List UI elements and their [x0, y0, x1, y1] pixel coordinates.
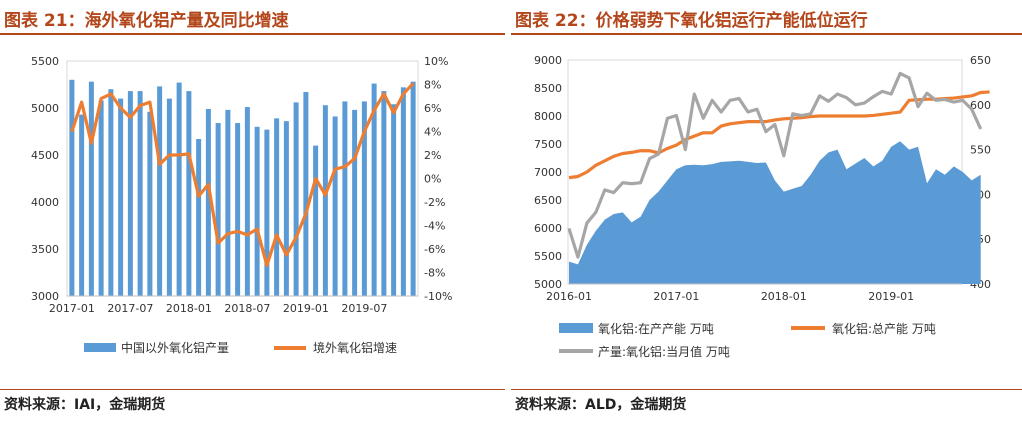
- legend-label: 产量:氧化铝:当月值 万吨: [598, 344, 730, 359]
- bar: [108, 89, 114, 296]
- x-tick-label: 2018-01: [166, 302, 212, 315]
- source-note: 资料来源：ALD，金瑞期货: [515, 397, 687, 413]
- bar: [264, 129, 270, 296]
- bar: [361, 101, 367, 296]
- bar: [313, 145, 319, 296]
- y-right-tick-label: -10%: [424, 290, 452, 303]
- bar: [98, 100, 104, 296]
- x-tick-label: 2017-01: [653, 290, 699, 303]
- y-right-tick-label: 8%: [424, 79, 441, 92]
- bar: [352, 109, 358, 296]
- y-right-tick-label: 550: [970, 144, 991, 157]
- capacity-area: [569, 141, 981, 284]
- bar: [88, 81, 94, 297]
- y-right-tick-label: 6%: [424, 102, 441, 115]
- bar: [410, 81, 416, 297]
- chart-22-plot: 5000550060006500700075008000850090004004…: [534, 54, 991, 359]
- y-left-tick-label: 8000: [534, 110, 562, 123]
- bar: [400, 87, 406, 296]
- legend-label: 氧化铝:在产产能 万吨: [598, 321, 714, 336]
- bar: [186, 91, 192, 296]
- y-right-tick-label: -8%: [424, 267, 445, 280]
- y-left-tick-label: 4000: [31, 196, 59, 209]
- y-right-tick-label: 650: [970, 54, 991, 67]
- x-tick-label: 2019-07: [341, 302, 387, 315]
- bar: [79, 114, 85, 296]
- y-right-tick-label: 4%: [424, 126, 441, 139]
- y-left-tick-label: 6500: [534, 194, 562, 207]
- monthly-output-line: [567, 71, 983, 259]
- x-tick-label: 2018-07: [224, 302, 270, 315]
- y-left-tick-label: 9000: [534, 54, 562, 67]
- source-note: 资料来源：IAI，金瑞期货: [4, 397, 166, 413]
- growth-line: [70, 82, 415, 268]
- y-left-tick-label: 3500: [31, 243, 59, 256]
- y-left-tick-label: 5000: [31, 102, 59, 115]
- bar: [244, 107, 250, 296]
- y-left-tick-label: 7500: [534, 138, 562, 151]
- bar: [303, 92, 309, 296]
- x-tick-label: 2019-01: [868, 290, 914, 303]
- y-right-tick-label: 10%: [424, 55, 448, 68]
- bar: [274, 118, 280, 296]
- bar: [332, 116, 338, 297]
- title-divider: [0, 33, 505, 35]
- bar: [147, 111, 153, 296]
- y-right-tick-label: -2%: [424, 196, 445, 209]
- bar: [371, 83, 377, 296]
- chart-panel-right: 图表 22：价格弱势下氧化铝运行产能低位运行 5000 5500 6000 6500 7…: [511, 0, 1022, 415]
- y-left-tick-label: 6000: [534, 222, 562, 235]
- bar: [127, 91, 133, 296]
- chart-21-plot: 3000 3500 4000 4500 5000 5500 -10% -8% -6% -4% -2%…: [31, 55, 452, 355]
- chart-panel-left: 图表 21：海外氧化铝产量及同比增速 3000 3500 4000 4500 5000 5…: [0, 0, 505, 415]
- y-right-tick-label: 600: [970, 99, 991, 112]
- bar: [283, 121, 289, 296]
- y-left-tick-label: 5500: [534, 250, 562, 263]
- bar: [322, 105, 328, 297]
- legend-label: 境外氧化铝增速: [313, 340, 397, 355]
- x-tick-label: 2018-01: [761, 290, 807, 303]
- bar: [381, 91, 387, 296]
- bar: [215, 123, 221, 296]
- bar: [225, 109, 231, 296]
- bar: [137, 91, 143, 296]
- y-left-tick-label: 8500: [534, 82, 562, 95]
- legend-swatch-bar: [84, 343, 116, 352]
- y-right-tick-label: 0%: [424, 173, 441, 186]
- bar: [176, 82, 182, 296]
- y-left-tick-label: 5000: [534, 278, 562, 291]
- legend-label: 中国以外氧化铝产量: [121, 340, 229, 355]
- legend-swatch-area: [559, 323, 593, 333]
- x-tick-label: 2017-01: [49, 302, 95, 315]
- total-capacity-line: [568, 90, 990, 180]
- bar: [254, 126, 260, 296]
- bar: [118, 98, 124, 296]
- chart-title: 图表 22：价格弱势下氧化铝运行产能低位运行: [515, 11, 868, 31]
- bar: [166, 98, 172, 296]
- x-tick-label: 2016-01: [546, 290, 592, 303]
- y-right-tick-label: -4%: [424, 220, 445, 233]
- legend-label: 氧化铝:总产能 万吨: [832, 321, 936, 336]
- bar: [235, 123, 241, 296]
- title-divider: [511, 33, 1022, 35]
- source-divider: [0, 389, 505, 390]
- y-right-tick-label: 2%: [424, 149, 441, 162]
- bar: [69, 79, 75, 296]
- chart-title: 图表 21：海外氧化铝产量及同比增速: [4, 11, 289, 31]
- bar: [342, 101, 348, 296]
- bar: [196, 139, 202, 296]
- x-tick-label: 2017-07: [107, 302, 153, 315]
- y-left-tick-label: 7000: [534, 166, 562, 179]
- y-left-tick-label: 5500: [31, 55, 59, 68]
- bar: [157, 86, 163, 296]
- y-left-tick-label: 3000: [31, 290, 59, 303]
- y-right-tick-label: -6%: [424, 243, 445, 256]
- y-left-tick-label: 4500: [31, 149, 59, 162]
- source-divider: [511, 389, 1022, 390]
- bar: [205, 108, 211, 296]
- x-tick-label: 2019-01: [283, 302, 329, 315]
- bar: [391, 104, 397, 297]
- bar: [293, 102, 299, 296]
